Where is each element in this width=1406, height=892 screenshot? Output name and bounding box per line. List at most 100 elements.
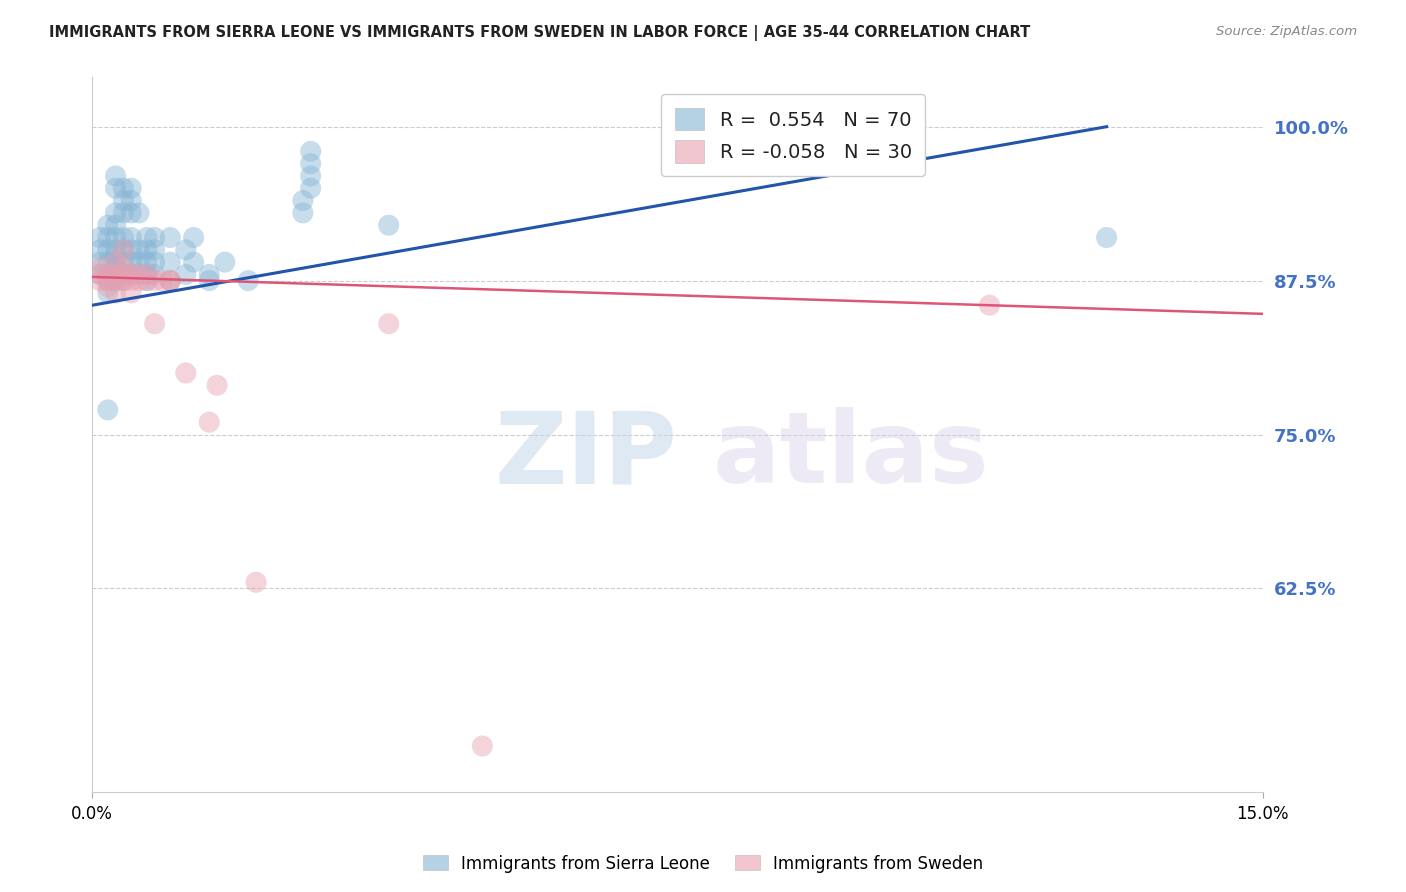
Point [112,274,135,288]
Point [112,181,135,195]
Point [205,378,228,392]
Point [112,194,135,208]
Point [299,156,322,170]
Point [143,274,166,288]
Point [159,274,181,288]
Point [97,230,120,244]
Point [104,249,127,263]
Point [89,274,111,288]
Point [1095,230,1118,244]
Point [128,268,150,282]
Point [104,230,127,244]
Point [471,739,494,753]
Point [112,268,135,282]
Point [89,261,111,276]
Point [143,317,166,331]
Point [135,274,157,288]
Point [120,268,142,282]
Point [299,181,322,195]
Point [183,230,205,244]
Point [97,268,120,282]
Point [104,218,127,232]
Point [979,298,1001,312]
Point [214,255,236,269]
Point [159,274,181,288]
Point [135,230,157,244]
Point [112,243,135,257]
Point [135,268,157,282]
Point [120,194,142,208]
Point [291,194,314,208]
Point [89,268,111,282]
Point [135,255,157,269]
Point [97,243,120,257]
Text: ZIP: ZIP [495,408,678,505]
Point [97,279,120,293]
Point [104,206,127,220]
Point [89,243,111,257]
Point [291,206,314,220]
Point [159,230,181,244]
Point [198,274,221,288]
Point [159,274,181,288]
Point [112,255,135,269]
Point [112,261,135,276]
Point [120,206,142,220]
Point [104,274,127,288]
Point [143,230,166,244]
Point [135,274,157,288]
Point [97,268,120,282]
Point [112,230,135,244]
Text: IMMIGRANTS FROM SIERRA LEONE VS IMMIGRANTS FROM SWEDEN IN LABOR FORCE | AGE 35-4: IMMIGRANTS FROM SIERRA LEONE VS IMMIGRAN… [49,25,1031,41]
Text: atlas: atlas [713,408,990,505]
Point [299,169,322,183]
Point [135,243,157,257]
Point [104,255,127,269]
Point [97,274,120,288]
Point [104,285,127,300]
Point [128,206,150,220]
Point [377,317,399,331]
Point [143,268,166,282]
Text: Source: ZipAtlas.com: Source: ZipAtlas.com [1216,25,1357,38]
Point [112,243,135,257]
Point [112,268,135,282]
Point [152,274,174,288]
Point [112,206,135,220]
Point [104,268,127,282]
Point [89,268,111,282]
Point [104,169,127,183]
Point [97,285,120,300]
Point [89,255,111,269]
Point [128,243,150,257]
Point [128,255,150,269]
Point [128,274,150,288]
Legend: R =  0.554   N = 70, R = -0.058   N = 30: R = 0.554 N = 70, R = -0.058 N = 30 [661,95,925,176]
Point [120,181,142,195]
Point [245,575,267,590]
Point [97,218,120,232]
Point [238,274,260,288]
Point [104,268,127,282]
Point [174,268,197,282]
Point [135,268,157,282]
Point [97,255,120,269]
Point [89,230,111,244]
Point [104,261,127,276]
Point [143,243,166,257]
Legend: Immigrants from Sierra Leone, Immigrants from Sweden: Immigrants from Sierra Leone, Immigrants… [416,848,990,880]
Point [104,255,127,269]
Point [128,268,150,282]
Point [198,415,221,429]
Point [104,181,127,195]
Point [112,274,135,288]
Point [97,403,120,417]
Point [183,255,205,269]
Point [97,274,120,288]
Point [104,243,127,257]
Point [120,255,142,269]
Point [174,243,197,257]
Point [143,255,166,269]
Point [198,268,221,282]
Point [120,274,142,288]
